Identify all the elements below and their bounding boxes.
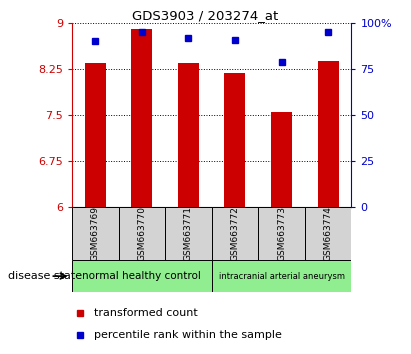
Bar (85, 63, 106, 207)
Text: GSM663771: GSM663771 (184, 206, 193, 261)
Text: transformed count: transformed count (94, 308, 198, 318)
Text: GDS3903 / 203274_at: GDS3903 / 203274_at (132, 9, 279, 22)
Text: GSM663769: GSM663769 (91, 206, 100, 261)
Bar (131, 29, 152, 207)
Text: percentile rank within the sample: percentile rank within the sample (94, 330, 282, 340)
Bar (318, 61, 339, 207)
Bar (72, 260, 212, 292)
Text: intracranial arterial aneurysm: intracranial arterial aneurysm (219, 272, 344, 281)
Text: GSM663774: GSM663774 (323, 206, 332, 261)
Bar (212, 260, 351, 292)
Text: GSM663772: GSM663772 (231, 206, 240, 261)
Text: normal healthy control: normal healthy control (82, 271, 201, 281)
Bar (72, 207, 118, 260)
Bar (305, 207, 351, 260)
Bar (271, 112, 292, 207)
Bar (212, 207, 258, 260)
Bar (258, 207, 305, 260)
Text: disease state: disease state (8, 271, 82, 281)
Bar (178, 63, 199, 207)
Bar (165, 207, 212, 260)
Text: GSM663773: GSM663773 (277, 206, 286, 261)
Bar (118, 207, 165, 260)
Bar (224, 73, 245, 207)
Text: GSM663770: GSM663770 (137, 206, 146, 261)
